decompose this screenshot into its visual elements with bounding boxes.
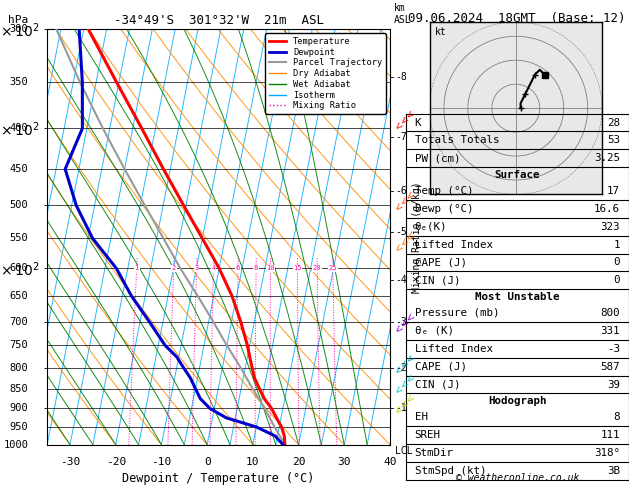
Text: K: K	[415, 118, 421, 127]
Text: -8: -8	[395, 72, 407, 83]
Text: 0: 0	[204, 457, 211, 467]
Text: -6: -6	[395, 186, 407, 196]
Text: Most Unstable: Most Unstable	[475, 292, 560, 302]
Text: 400: 400	[9, 123, 28, 134]
Text: 650: 650	[9, 291, 28, 301]
Text: -1: -1	[395, 403, 407, 413]
Text: 28: 28	[607, 118, 620, 127]
Text: StmDir: StmDir	[415, 448, 454, 458]
Text: 111: 111	[601, 430, 620, 440]
Text: km
ASL: km ASL	[393, 3, 411, 25]
Text: 3.25: 3.25	[594, 154, 620, 163]
Text: CAPE (J): CAPE (J)	[415, 258, 467, 267]
Text: 25: 25	[328, 265, 337, 271]
Text: 800: 800	[9, 363, 28, 373]
Text: 500: 500	[9, 200, 28, 210]
Text: Lifted Index: Lifted Index	[415, 240, 493, 249]
Text: kt: kt	[435, 27, 447, 37]
Text: Lifted Index: Lifted Index	[415, 344, 493, 354]
Text: 17: 17	[607, 186, 620, 196]
Text: <<<: <<<	[393, 229, 418, 254]
Text: <<<: <<<	[393, 392, 418, 416]
Text: -2: -2	[395, 363, 407, 373]
Text: 1: 1	[135, 265, 139, 271]
Text: SREH: SREH	[415, 430, 441, 440]
Text: Temp (°C): Temp (°C)	[415, 186, 473, 196]
Text: 2: 2	[172, 265, 176, 271]
Text: 800: 800	[601, 308, 620, 318]
Text: 950: 950	[9, 422, 28, 432]
Text: CAPE (J): CAPE (J)	[415, 362, 467, 372]
Text: 331: 331	[601, 326, 620, 336]
Text: 3: 3	[194, 265, 199, 271]
Text: <<<: <<<	[393, 351, 418, 376]
Text: <<<: <<<	[393, 372, 418, 396]
Text: 15: 15	[293, 265, 302, 271]
Text: 450: 450	[9, 164, 28, 174]
Text: <<<: <<<	[393, 108, 418, 132]
Text: 3B: 3B	[607, 466, 620, 476]
Text: -4: -4	[395, 275, 407, 285]
Text: θₑ (K): θₑ (K)	[415, 326, 454, 336]
Text: 16.6: 16.6	[594, 204, 620, 214]
Text: <<<: <<<	[393, 311, 418, 335]
Text: PW (cm): PW (cm)	[415, 154, 460, 163]
Text: Surface: Surface	[494, 170, 540, 179]
Text: 20: 20	[292, 457, 305, 467]
Legend: Temperature, Dewpoint, Parcel Trajectory, Dry Adiabat, Wet Adiabat, Isotherm, Mi: Temperature, Dewpoint, Parcel Trajectory…	[265, 34, 386, 114]
Text: 8: 8	[613, 412, 620, 422]
Text: LCL: LCL	[395, 446, 413, 456]
Text: 350: 350	[9, 77, 28, 87]
Text: 40: 40	[383, 457, 397, 467]
Text: 10: 10	[266, 265, 275, 271]
Text: 10: 10	[246, 457, 260, 467]
Text: 1: 1	[613, 240, 620, 249]
Text: 30: 30	[338, 457, 351, 467]
Text: Mixing Ratio (g/kg): Mixing Ratio (g/kg)	[413, 181, 423, 293]
Text: 0: 0	[613, 276, 620, 285]
Text: 4: 4	[211, 265, 216, 271]
Text: 550: 550	[9, 233, 28, 243]
Text: -5: -5	[395, 227, 407, 237]
Title: -34°49'S  301°32'W  21m  ASL: -34°49'S 301°32'W 21m ASL	[114, 14, 323, 27]
Text: Dewpoint / Temperature (°C): Dewpoint / Temperature (°C)	[123, 472, 314, 485]
Text: -10: -10	[152, 457, 172, 467]
Text: -20: -20	[106, 457, 126, 467]
Text: 750: 750	[9, 340, 28, 350]
Text: 39: 39	[607, 380, 620, 389]
Text: © weatheronline.co.uk: © weatheronline.co.uk	[455, 473, 579, 483]
Text: 850: 850	[9, 383, 28, 394]
Text: 323: 323	[601, 222, 620, 232]
Text: 318°: 318°	[594, 448, 620, 458]
Text: Dewp (°C): Dewp (°C)	[415, 204, 473, 214]
Text: 587: 587	[601, 362, 620, 372]
Text: θₑ(K): θₑ(K)	[415, 222, 447, 232]
Text: Hodograph: Hodograph	[488, 396, 547, 406]
Text: 0: 0	[613, 258, 620, 267]
Text: Totals Totals: Totals Totals	[415, 136, 499, 145]
Text: 8: 8	[254, 265, 259, 271]
Text: EH: EH	[415, 412, 428, 422]
Text: -3: -3	[395, 316, 407, 327]
Text: -30: -30	[60, 457, 80, 467]
Text: 700: 700	[9, 316, 28, 327]
Text: hPa: hPa	[8, 15, 28, 25]
Text: 600: 600	[9, 263, 28, 274]
Text: -3: -3	[607, 344, 620, 354]
Text: 300: 300	[9, 24, 28, 34]
Text: StmSpd (kt): StmSpd (kt)	[415, 466, 486, 476]
Text: 53: 53	[607, 136, 620, 145]
Text: 900: 900	[9, 403, 28, 413]
Text: -7: -7	[395, 132, 407, 142]
Text: CIN (J): CIN (J)	[415, 276, 460, 285]
Text: CIN (J): CIN (J)	[415, 380, 460, 389]
Text: <<<: <<<	[393, 189, 418, 213]
Text: 20: 20	[313, 265, 321, 271]
Text: 6: 6	[236, 265, 240, 271]
Text: 09.06.2024  18GMT  (Base: 12): 09.06.2024 18GMT (Base: 12)	[408, 12, 626, 25]
Text: Pressure (mb): Pressure (mb)	[415, 308, 499, 318]
Text: 1000: 1000	[3, 440, 28, 450]
